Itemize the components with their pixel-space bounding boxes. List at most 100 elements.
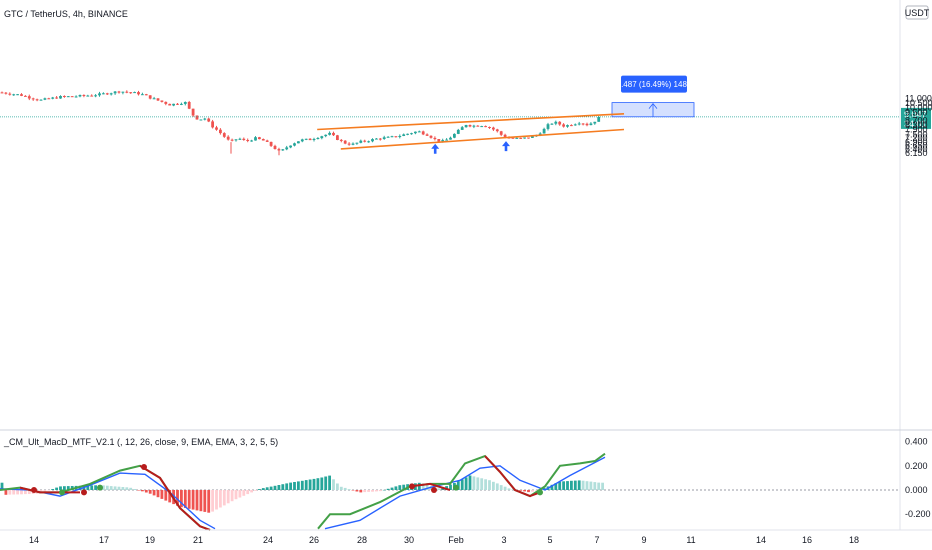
candle [336,134,339,141]
candle [148,95,152,100]
candle [371,138,374,143]
candle [281,149,285,151]
macd-histogram-bar [59,486,62,490]
candle [78,94,82,98]
candle [20,93,23,97]
candle [187,100,191,110]
macd-histogram-bar [160,490,164,499]
date-tick-label: 7 [594,535,599,545]
macd-histogram-bar [125,487,129,490]
macd-histogram-bar [191,490,195,510]
macd-histogram-bar [468,475,472,490]
price-tick-label: 6.900 [905,137,928,147]
macd-histogram-bar [441,487,445,490]
macd-histogram-bar [102,485,105,490]
macd-histogram-bar [355,490,359,492]
last-price-value: 9.047 [904,109,927,119]
macd-histogram-bar [66,486,70,490]
macd-histogram-bar [94,485,97,490]
macd-histogram-bar [558,481,562,490]
macd-histogram-bar [12,490,16,495]
date-tick-label: 26 [309,535,319,545]
candle [43,97,47,101]
macd-histogram-bar [351,490,355,491]
date-tick-label: 18 [849,535,859,545]
macd-histogram-bar [511,489,515,490]
candle [488,126,491,129]
candle [289,145,292,149]
macd-histogram-bar [195,490,199,511]
last-price-countdown: 34:01 [904,119,927,129]
candle [398,134,402,139]
candle [242,137,246,141]
macd-title: _CM_Ult_MacD_MTF_V2.1 (, 12, 26, close, … [3,437,278,447]
macd-cross-dot [409,483,415,490]
price-tick-label: 6.650 [905,141,928,151]
candle [316,137,320,140]
macd-histogram-bar [176,490,179,506]
candle [70,96,74,98]
candle [0,91,4,94]
macd-histogram-bar [269,486,273,490]
macd-histogram-bar [390,487,394,490]
candle [593,121,597,125]
macd-cross-dot [537,489,543,496]
candle [47,97,51,100]
candle [554,120,558,126]
candle [66,96,70,98]
macd-histogram-bar [495,483,499,490]
macd-histogram-bar [285,483,289,490]
candle [258,136,261,140]
channel-upper-line[interactable] [317,113,625,131]
candle [74,95,78,98]
macd-histogram-bar [324,476,328,490]
candle [51,96,55,100]
price-tick-label: 6.400 [905,144,928,154]
macd-cross-dot [141,464,147,470]
candle [144,93,148,96]
currency-badge[interactable]: USDT [905,5,930,20]
macd-cross-dot [59,489,65,496]
macd-histogram-bar [144,490,148,493]
candle [207,117,211,123]
macd-histogram-bar [519,490,523,491]
candle [433,136,437,141]
macd-histogram-bar [207,490,211,513]
macd-histogram-bar [601,482,604,490]
candle [519,137,523,139]
candle [300,138,304,143]
macd-histogram-bar [417,482,421,490]
candle [464,124,468,128]
candle [250,139,253,142]
candle [156,98,160,101]
macd-histogram-bar [250,490,253,493]
candle [269,141,273,147]
date-tick-label: 19 [145,535,155,545]
macd-histogram-bar [168,490,172,503]
candle [390,135,394,138]
price-tick-label: 11.000 [905,94,932,104]
candle [378,138,382,141]
macd-histogram-bar [203,490,207,512]
macd-histogram-bar [581,480,585,490]
macd-histogram-bar [566,481,569,490]
candle [406,133,409,136]
price-tick-label: 8.300 [905,120,928,130]
macd-histogram-bar [449,484,452,490]
macd-histogram-bar [230,490,234,502]
time-axis: 14 17 19 21 24 26 28 30 Feb 3 5 7 9 11 14 16 18 [29,535,859,545]
candle [168,103,172,106]
macd-histogram-bar [27,490,31,494]
macd-histogram-bar [499,485,503,490]
candle [355,142,359,145]
candle [265,139,269,142]
candle [328,131,331,136]
macd-histogram-bar [258,489,261,490]
candle [363,139,367,143]
candle [351,142,355,146]
channel-lower-line[interactable] [340,128,625,150]
date-tick-label: Feb [448,535,464,545]
macd-histogram-bar [152,490,156,496]
chart-title: GTC / TetherUS, 4h, BINANCE [4,9,128,19]
candle [152,96,156,100]
